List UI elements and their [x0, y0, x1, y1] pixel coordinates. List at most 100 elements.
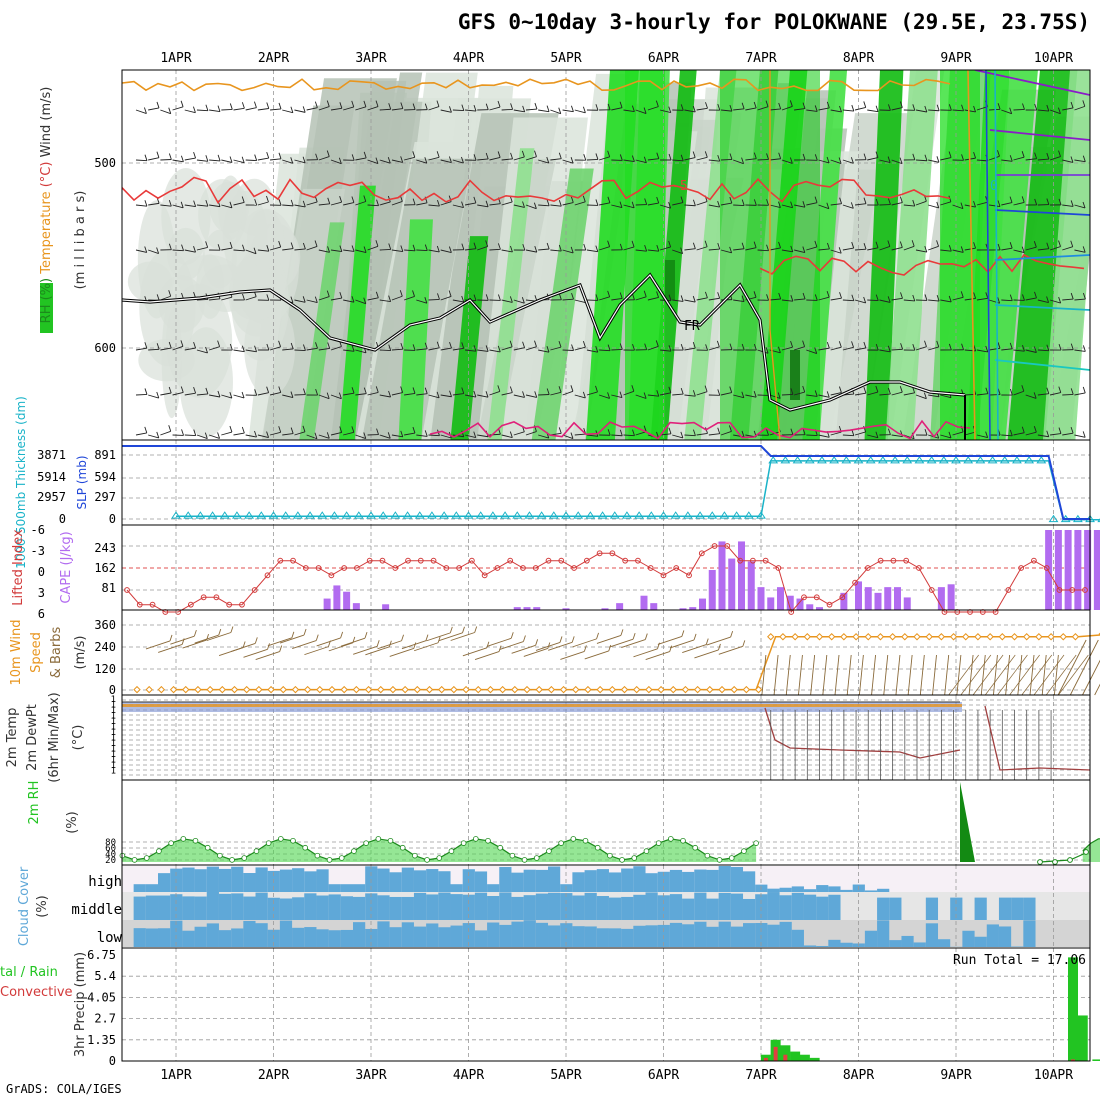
cloud-bar-middle — [633, 894, 646, 920]
wind-speed-marker — [962, 633, 970, 641]
wind-barb — [229, 425, 233, 433]
rh-band-green — [885, 70, 938, 440]
wind-barb — [802, 385, 806, 393]
wind-barb — [452, 434, 464, 438]
wind-barb — [826, 202, 830, 209]
wind-barb — [643, 156, 647, 163]
lifted-index-marker — [341, 565, 348, 571]
wind-barb — [376, 428, 379, 435]
cloud-bar-low — [718, 921, 731, 947]
rh2m-marker — [326, 857, 333, 863]
wind-barb-10m — [413, 642, 417, 649]
lifted-index-marker — [545, 557, 552, 564]
cloud-bar-middle — [548, 892, 561, 920]
lifted-index-line — [126, 545, 1085, 614]
cloud-bar-low — [889, 940, 902, 947]
wind-barb-10m — [535, 639, 539, 646]
wind-barb — [546, 242, 550, 250]
wind-barb — [790, 295, 794, 302]
wind-barb — [863, 425, 867, 433]
wind-barb — [1021, 385, 1025, 392]
wind-barb — [266, 294, 270, 301]
wind-barb — [696, 107, 708, 111]
wind-barb — [254, 101, 257, 108]
wind-barb — [367, 245, 379, 251]
wind-barb-10m — [1041, 654, 1047, 696]
wind-barb — [867, 299, 879, 302]
ylabel-part: 1000-500mb — [14, 488, 28, 569]
wind-barb — [911, 240, 915, 247]
wind-barb — [1009, 107, 1013, 114]
wind-barb — [538, 248, 550, 251]
wind-barb — [867, 391, 878, 396]
cloud-bar-low — [828, 939, 841, 947]
thickness-marker — [865, 456, 876, 464]
wind-barb — [704, 151, 708, 158]
wind-barb — [842, 434, 854, 437]
wind-barb — [692, 342, 696, 349]
wind-barb — [879, 246, 890, 251]
thickness-marker — [987, 456, 998, 464]
cloud-bar-low — [328, 930, 341, 947]
lifted-index-marker — [762, 557, 769, 564]
precip-convective-bar — [763, 1057, 768, 1061]
wind-barb — [769, 204, 781, 209]
wind-speed-marker — [242, 685, 251, 694]
x-tick-label-bottom: 2APR — [258, 1068, 289, 1083]
thickness-marker — [658, 511, 669, 519]
wind-barb — [635, 249, 647, 252]
wind-barb — [582, 106, 586, 113]
lifted-index-marker — [622, 557, 629, 564]
wind-barb — [184, 347, 196, 351]
wind-barb — [168, 153, 172, 160]
lifted-index-marker — [290, 557, 296, 564]
cloud-bar-high — [743, 871, 756, 892]
wind-barb — [814, 240, 818, 248]
wind-barb — [257, 201, 269, 206]
wind-speed-marker — [584, 685, 592, 694]
cape-ylabel: CAPE (J/kg) — [59, 531, 74, 603]
wind-barb — [781, 346, 793, 351]
wind-barb-10m — [438, 632, 463, 642]
cloud-bar-high — [292, 868, 305, 892]
wind-barb — [521, 150, 525, 158]
wind-barb — [180, 155, 184, 162]
wind-barb — [923, 392, 927, 399]
thickness-marker — [207, 511, 218, 519]
wind-barb — [489, 390, 500, 396]
wind-barb-10m — [846, 654, 852, 696]
slp-tick-label: 594 — [94, 470, 116, 484]
run-total-label: Run Total = 17.06 — [953, 953, 1086, 968]
wind-barb — [546, 346, 550, 353]
temp-tick-label: 1 — [111, 712, 116, 722]
wind-barb — [449, 106, 452, 113]
wind-barb — [135, 432, 147, 436]
wind-speed-marker — [620, 685, 629, 694]
wind-barb — [794, 108, 806, 111]
wind-barb — [888, 428, 891, 435]
wind-barb — [205, 155, 209, 162]
wind-barb — [278, 199, 282, 206]
cloud-bar-middle — [316, 895, 329, 920]
wind-barb — [501, 392, 513, 396]
lifted-index-marker — [494, 565, 501, 571]
wind-barb — [741, 343, 745, 351]
thickness-marker — [914, 456, 925, 464]
wind-barb — [777, 392, 781, 399]
wind-barb — [452, 299, 464, 303]
wind-barb — [1082, 431, 1086, 438]
wind-barb — [1046, 344, 1050, 351]
cloud-bar-low — [340, 929, 354, 947]
rh2m-marker — [253, 848, 260, 854]
wind-barb — [302, 106, 306, 113]
wind-barb — [684, 157, 696, 161]
thickness-marker — [268, 511, 279, 519]
wind-barb — [1025, 297, 1037, 301]
temp-tick-label: 1 — [111, 761, 116, 771]
wind-barb — [282, 159, 293, 164]
wind-barb — [391, 392, 403, 396]
rh-band-green — [450, 236, 489, 440]
thickness-marker — [317, 511, 328, 519]
wind-barb — [928, 346, 939, 351]
wind-barb — [794, 391, 805, 396]
